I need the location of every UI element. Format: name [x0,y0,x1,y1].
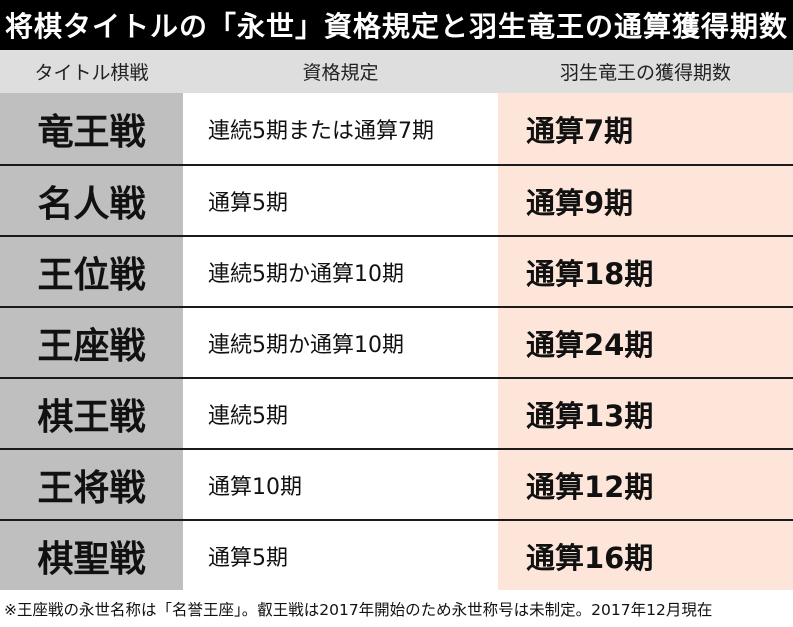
header-title-event: タイトル棋戦 [34,62,149,84]
title-event-cell: 棋聖戦 [0,521,183,590]
footnote: ※王座戦の永世名称は「名誉王座」。叡王戦は2017年開始のため永世称号は未制定。… [4,601,713,619]
table-row: 竜王戦 連続5期または通算7期 通算7期 [0,93,793,164]
habu-count-cell: 通算12期 [498,450,793,519]
habu-count-cell: 通算18期 [498,237,793,306]
qualification-cell: 連続5期か通算10期 [183,237,498,306]
qualification-cell: 連続5期か通算10期 [183,308,498,377]
table-row: 王将戦 通算10期 通算12期 [0,448,793,519]
qualification-cell: 連続5期 [183,379,498,448]
page-title: 将棋タイトルの「永世」資格規定と羽生竜王の通算獲得期数 [0,0,793,50]
title-event-cell: 竜王戦 [0,93,183,164]
habu-count-cell: 通算16期 [498,521,793,590]
title-event-cell: 王位戦 [0,237,183,306]
table-row: 王座戦 連続5期か通算10期 通算24期 [0,306,793,377]
title-qualification-table: タイトル棋戦 資格規定 羽生竜王の獲得期数 竜王戦 連続5期または通算7期 通算… [0,50,793,590]
title-event-cell: 棋王戦 [0,379,183,448]
title-event-cell: 王将戦 [0,450,183,519]
title-event-cell: 名人戦 [0,166,183,235]
habu-count-cell: 通算13期 [498,379,793,448]
table-header-row: タイトル棋戦 資格規定 羽生竜王の獲得期数 [0,50,793,93]
qualification-cell: 通算10期 [183,450,498,519]
habu-count-cell: 通算24期 [498,308,793,377]
table-row: 名人戦 通算5期 通算9期 [0,164,793,235]
qualification-cell: 連続5期または通算7期 [183,93,498,164]
header-qualification: 資格規定 [302,62,379,84]
table-row: 王位戦 連続5期か通算10期 通算18期 [0,235,793,306]
habu-count-cell: 通算7期 [498,93,793,164]
qualification-cell: 通算5期 [183,166,498,235]
title-event-cell: 王座戦 [0,308,183,377]
header-habu-count: 羽生竜王の獲得期数 [559,62,731,84]
table-row: 棋王戦 連続5期 通算13期 [0,377,793,448]
table-row: 棋聖戦 通算5期 通算16期 [0,519,793,590]
qualification-cell: 通算5期 [183,521,498,590]
habu-count-cell: 通算9期 [498,166,793,235]
